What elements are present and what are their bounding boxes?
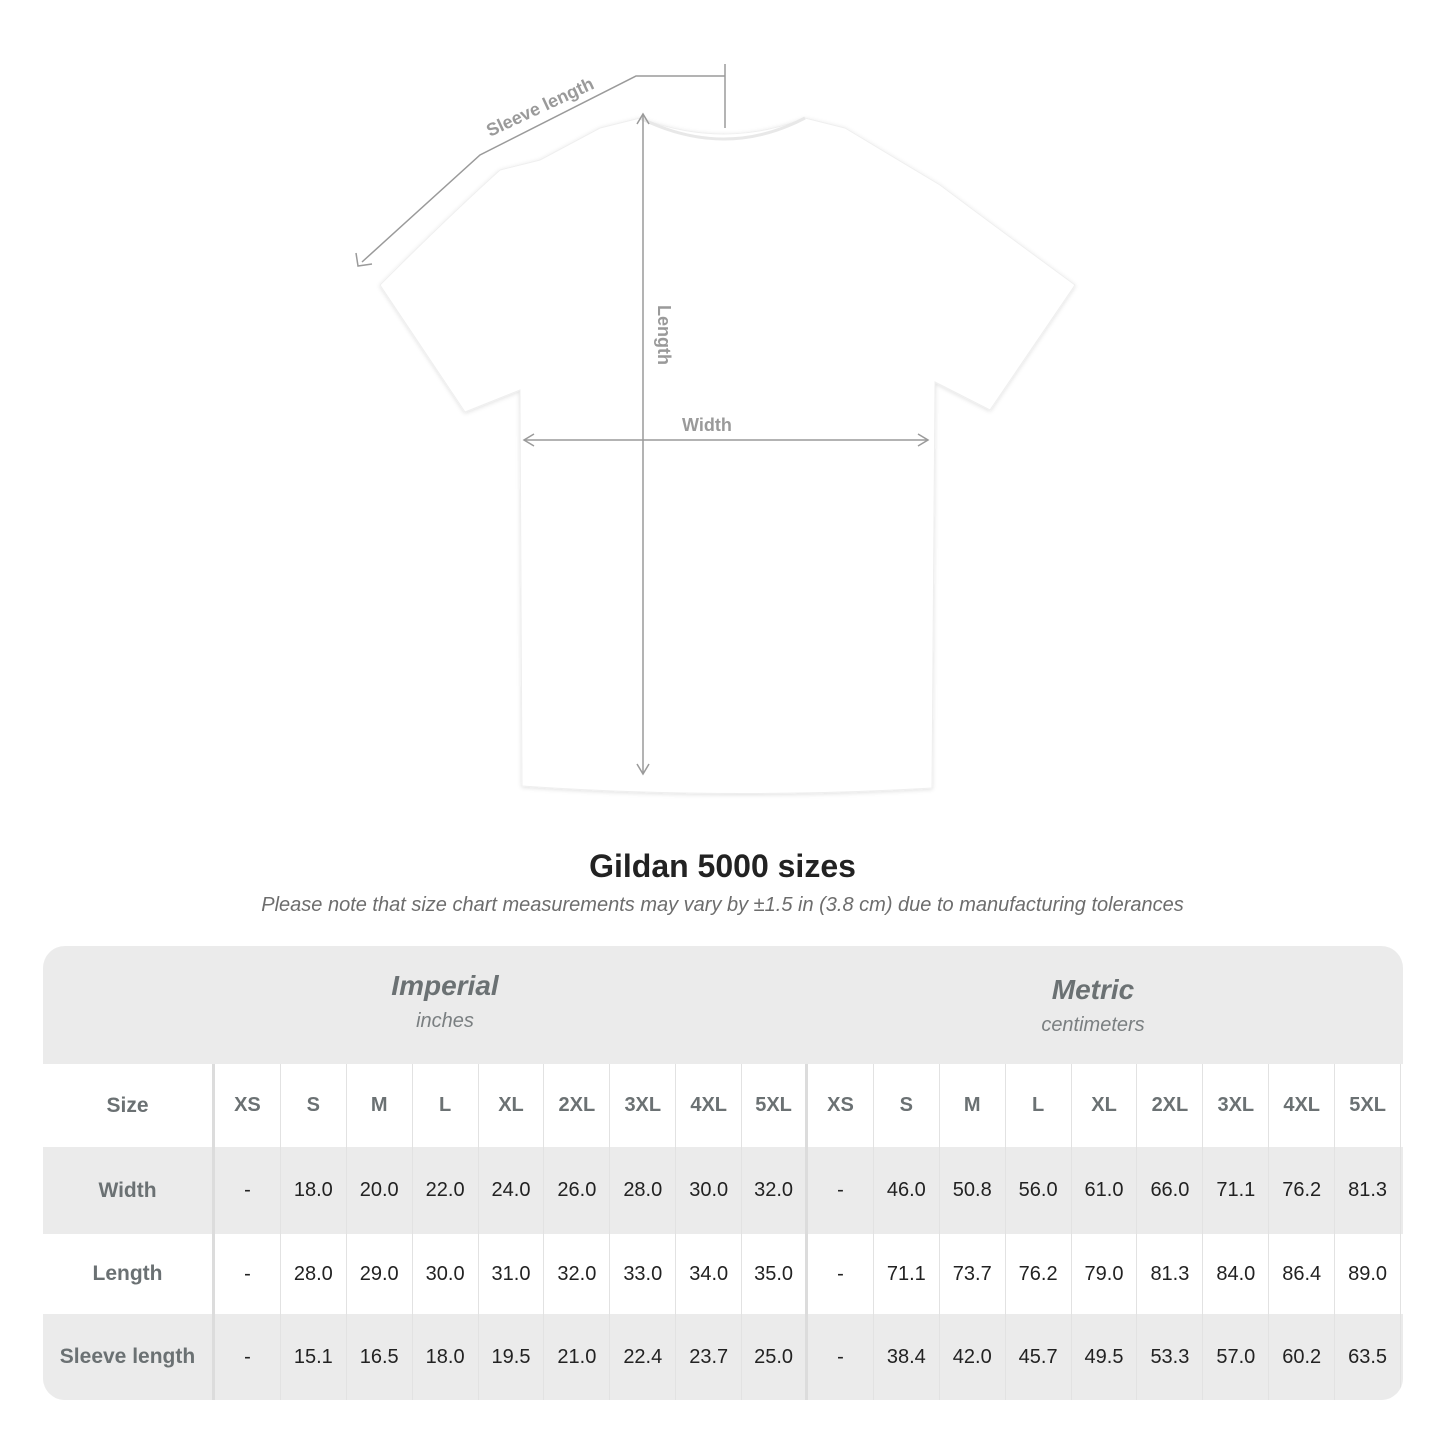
imperial-value-cell: 31.0 <box>479 1234 545 1314</box>
metric-value-cell: 42.0 <box>940 1314 1006 1400</box>
metric-value-cell: 76.2 <box>1269 1147 1336 1234</box>
tshirt-measurement-diagram: Sleeve length Length Width <box>355 64 1076 795</box>
metric-size-header: L <box>1006 1064 1072 1147</box>
size-table: Imperial inches Metric centimeters Size X… <box>43 946 1403 1400</box>
imperial-size-header: M <box>347 1064 413 1147</box>
imperial-value-cell: 20.0 <box>347 1147 413 1234</box>
imperial-value-cell: 34.0 <box>676 1234 743 1314</box>
metric-value-cell: 84.0 <box>1203 1234 1270 1314</box>
imperial-value-cell: 28.0 <box>610 1147 677 1234</box>
metric-value-cell: - <box>808 1147 874 1234</box>
imperial-size-header: L <box>413 1064 479 1147</box>
imperial-value-cell: 30.0 <box>676 1147 743 1234</box>
metric-value-cell: 81.3 <box>1335 1147 1402 1234</box>
metric-value-cell: 46.0 <box>874 1147 940 1234</box>
imperial-value-cell: 18.0 <box>281 1147 347 1234</box>
imperial-size-header: XS <box>215 1064 281 1147</box>
header-row: Size XS S M L XL 2XL 3XL 4XL 5XL XS S M L XL 2XL 3XL 4XL 5… <box>43 1064 1403 1147</box>
table-row-length: Length -28.0 29.0 30.0 31.0 32.0 33.0 34.0 35.0-… <box>43 1234 1403 1314</box>
row-label: Length <box>43 1234 215 1314</box>
metric-value-cell: 76.2 <box>1006 1234 1072 1314</box>
imperial-value-cell: 24.0 <box>479 1147 545 1234</box>
metric-header: Metric centimeters <box>863 946 1323 1064</box>
chart-title: Gildan 5000 sizes <box>589 848 856 884</box>
sleeve-length-line <box>361 75 725 263</box>
imperial-value-cell: 33.0 <box>610 1234 677 1314</box>
imperial-value-cell: - <box>215 1147 281 1234</box>
imperial-value-cell: 28.0 <box>281 1234 347 1314</box>
imperial-title: Imperial <box>391 970 499 1001</box>
imperial-size-header: 3XL <box>610 1064 677 1147</box>
metric-value-cell: 61.0 <box>1072 1147 1138 1234</box>
row-label: Sleeve length <box>43 1314 215 1400</box>
metric-size-header: 5XL <box>1335 1064 1402 1147</box>
metric-value-cell: 45.7 <box>1006 1314 1072 1400</box>
metric-value-cell: 81.3 <box>1137 1234 1204 1314</box>
metric-title: Metric <box>1051 974 1135 1005</box>
imperial-value-cell: - <box>215 1234 281 1314</box>
metric-value-cell: - <box>808 1314 874 1400</box>
metric-size-header: 3XL <box>1203 1064 1270 1147</box>
metric-size-header: XS <box>808 1064 874 1147</box>
metric-value-cell: 57.0 <box>1203 1314 1270 1400</box>
metric-value-cell: 60.2 <box>1269 1314 1336 1400</box>
metric-value-cell: 38.4 <box>874 1314 940 1400</box>
imperial-header: Imperial inches <box>215 946 675 1064</box>
row-label: Width <box>43 1147 215 1234</box>
table-row-sleeve-length: Sleeve length -15.1 16.5 18.0 19.5 21.0 22.4 23… <box>43 1314 1403 1400</box>
imperial-value-cell: 26.0 <box>544 1147 611 1234</box>
metric-value-cell: 56.0 <box>1006 1147 1072 1234</box>
imperial-value-cell: 16.5 <box>347 1314 413 1400</box>
imperial-value-cell: 22.0 <box>413 1147 479 1234</box>
imperial-value-cell: 29.0 <box>347 1234 413 1314</box>
metric-value-cell: 86.4 <box>1269 1234 1336 1314</box>
row-label: Size <box>43 1064 215 1147</box>
imperial-value-cell: - <box>215 1314 281 1400</box>
table-row-width: Width -18.0 20.0 22.0 24.0 26.0 28.0 30.0 32.0-4… <box>43 1147 1403 1234</box>
metric-value-cell: 79.0 <box>1072 1234 1138 1314</box>
imperial-size-header: S <box>281 1064 347 1147</box>
imperial-value-cell: 21.0 <box>544 1314 611 1400</box>
imperial-value-cell: 15.1 <box>281 1314 347 1400</box>
metric-value-cell: 71.1 <box>1203 1147 1270 1234</box>
metric-value-cell: 66.0 <box>1137 1147 1204 1234</box>
metric-value-cell: 73.7 <box>940 1234 1006 1314</box>
length-label: Length <box>654 305 674 365</box>
metric-value-cell: 50.8 <box>940 1147 1006 1234</box>
imperial-value-cell: 35.0 <box>742 1234 809 1314</box>
collar <box>639 116 806 141</box>
tshirt-image <box>379 117 1076 795</box>
metric-size-header: 2XL <box>1137 1064 1204 1147</box>
metric-value-cell: 53.3 <box>1137 1314 1204 1400</box>
imperial-value-cell: 32.0 <box>544 1234 611 1314</box>
width-label: Width <box>682 415 732 435</box>
metric-value-cell: 63.5 <box>1335 1314 1402 1400</box>
metric-size-header: XL <box>1072 1064 1138 1147</box>
metric-value-cell: 49.5 <box>1072 1314 1138 1400</box>
imperial-value-cell: 32.0 <box>742 1147 809 1234</box>
imperial-unit: inches <box>416 1010 474 1032</box>
imperial-value-cell: 18.0 <box>413 1314 479 1400</box>
imperial-size-header: XL <box>479 1064 545 1147</box>
metric-value-cell: 71.1 <box>874 1234 940 1314</box>
metric-value-cell: 89.0 <box>1335 1234 1402 1314</box>
metric-size-header: S <box>874 1064 940 1147</box>
imperial-value-cell: 23.7 <box>676 1314 743 1400</box>
metric-unit: centimeters <box>1041 1014 1145 1036</box>
tolerance-note: Please note that size chart measurements… <box>261 894 1184 916</box>
metric-size-header: M <box>940 1064 1006 1147</box>
imperial-value-cell: 30.0 <box>413 1234 479 1314</box>
metric-value-cell: - <box>808 1234 874 1314</box>
sleeve-length-label: Sleeve length <box>483 73 597 140</box>
imperial-size-header: 5XL <box>742 1064 809 1147</box>
imperial-size-header: 2XL <box>544 1064 611 1147</box>
imperial-size-header: 4XL <box>676 1064 743 1147</box>
imperial-value-cell: 25.0 <box>742 1314 809 1400</box>
imperial-value-cell: 19.5 <box>479 1314 545 1400</box>
imperial-value-cell: 22.4 <box>610 1314 677 1400</box>
metric-size-header: 4XL <box>1269 1064 1336 1147</box>
